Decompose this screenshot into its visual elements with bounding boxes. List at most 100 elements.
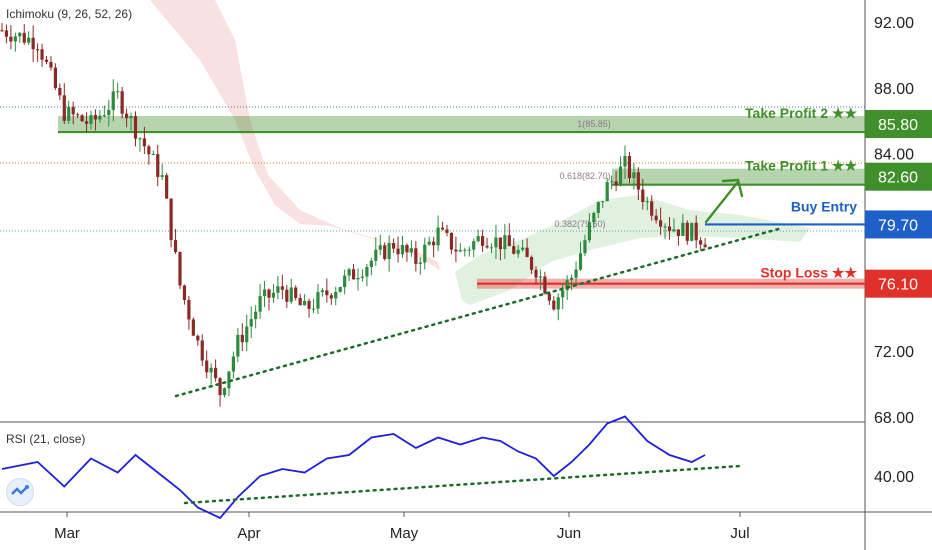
candle-body <box>160 175 164 177</box>
candle-body <box>138 138 142 140</box>
candle-body <box>645 201 649 203</box>
candle-body <box>4 30 9 37</box>
time-tick-2: May <box>390 525 419 542</box>
candle-body <box>44 59 49 62</box>
candle-body <box>89 115 93 124</box>
level-label-3: Stop Loss ★★ <box>760 265 857 281</box>
candle-body <box>436 227 440 246</box>
candle-body <box>547 293 551 301</box>
candle-body <box>556 297 560 310</box>
price-badge-2 <box>865 210 932 239</box>
price-tick-1: 88.00 <box>874 81 914 98</box>
candle-body <box>681 222 685 236</box>
candle-body <box>120 91 124 114</box>
candle-body <box>378 245 382 250</box>
rsi-tick-0: 40.00 <box>874 469 914 486</box>
candle-body <box>605 182 609 202</box>
candle-body <box>53 67 57 89</box>
candle-body <box>249 319 253 327</box>
candle-body <box>240 334 244 343</box>
candle-body <box>222 388 227 396</box>
candle-body <box>191 319 195 336</box>
candle-body <box>650 201 654 216</box>
candle-body <box>262 289 267 297</box>
price-badge-label-0: 85.80 <box>878 117 918 134</box>
candle-body <box>596 202 600 213</box>
ichimoku-cloud-bearish <box>150 0 440 270</box>
candle-body <box>173 240 178 253</box>
candle-body <box>525 247 529 258</box>
level-label-0: Take Profit 2 ★★ <box>745 105 857 121</box>
candle-body <box>27 37 31 43</box>
candle-body <box>151 154 155 156</box>
price-badge-0 <box>865 110 932 139</box>
price-tick-0: 92.00 <box>874 15 914 32</box>
candle-body <box>62 95 66 121</box>
rsi-trendline <box>183 464 742 505</box>
candle-body <box>200 340 204 361</box>
level-zone-1 <box>612 168 865 185</box>
candle-body <box>543 276 547 294</box>
candle-body <box>13 36 17 42</box>
candle-body <box>369 260 373 267</box>
candle-body <box>472 241 476 250</box>
candle-body <box>125 113 129 119</box>
candle-body <box>343 275 347 288</box>
price-badge-label-2: 79.70 <box>878 217 918 234</box>
candle-body <box>641 189 645 202</box>
candle-body <box>209 367 213 373</box>
candle-body <box>267 289 271 298</box>
candle-body <box>685 222 689 241</box>
candle-body <box>440 227 445 230</box>
candle-body <box>699 240 703 245</box>
candle-body <box>84 121 89 124</box>
candle-body <box>418 262 422 264</box>
candle-body <box>147 146 151 155</box>
candle-body <box>476 236 480 242</box>
candle-body <box>374 249 378 261</box>
candle-body <box>334 291 338 299</box>
candle-body <box>294 287 298 298</box>
candle-body <box>298 297 302 306</box>
level-label-2: Buy Entry <box>791 198 857 214</box>
candle-body <box>659 220 663 227</box>
candle-body <box>414 248 418 264</box>
price-badge-3 <box>865 269 932 298</box>
candle-body <box>196 335 200 341</box>
candle-body <box>9 36 13 42</box>
candle-body <box>521 247 525 250</box>
candle-body <box>703 244 707 248</box>
candle-body <box>529 257 534 270</box>
candle-body <box>423 244 427 263</box>
price-tick-3: 72.00 <box>874 344 914 361</box>
candle-body <box>507 235 511 247</box>
candle-body <box>632 172 636 179</box>
candle-body <box>142 138 146 147</box>
candle-body <box>169 198 173 241</box>
candle-body <box>592 212 596 223</box>
candle-body <box>58 88 62 96</box>
time-tick-0: Mar <box>54 525 80 542</box>
candle-body <box>467 249 471 251</box>
candle-body <box>320 290 324 293</box>
rsi-label: RSI (21, close) <box>6 432 86 446</box>
candle-body <box>254 311 258 320</box>
rsi-series-line <box>1 415 706 520</box>
price-badge-label-3: 76.10 <box>878 277 918 294</box>
candle-body <box>280 286 284 290</box>
candle-body <box>409 248 413 253</box>
candle-body <box>516 249 520 254</box>
tradingview-logo-icon <box>6 478 34 506</box>
candle-body <box>672 229 676 232</box>
candle-body <box>538 276 543 278</box>
price-tick-4: 68.00 <box>874 410 914 427</box>
price-tick-2: 84.00 <box>874 147 914 164</box>
candle-body <box>512 246 516 254</box>
candle-body <box>80 115 84 122</box>
candle-body <box>458 250 462 252</box>
candle-body <box>627 155 632 179</box>
candle-body <box>178 252 182 286</box>
candle-body <box>31 37 35 50</box>
candle-body <box>0 30 4 32</box>
